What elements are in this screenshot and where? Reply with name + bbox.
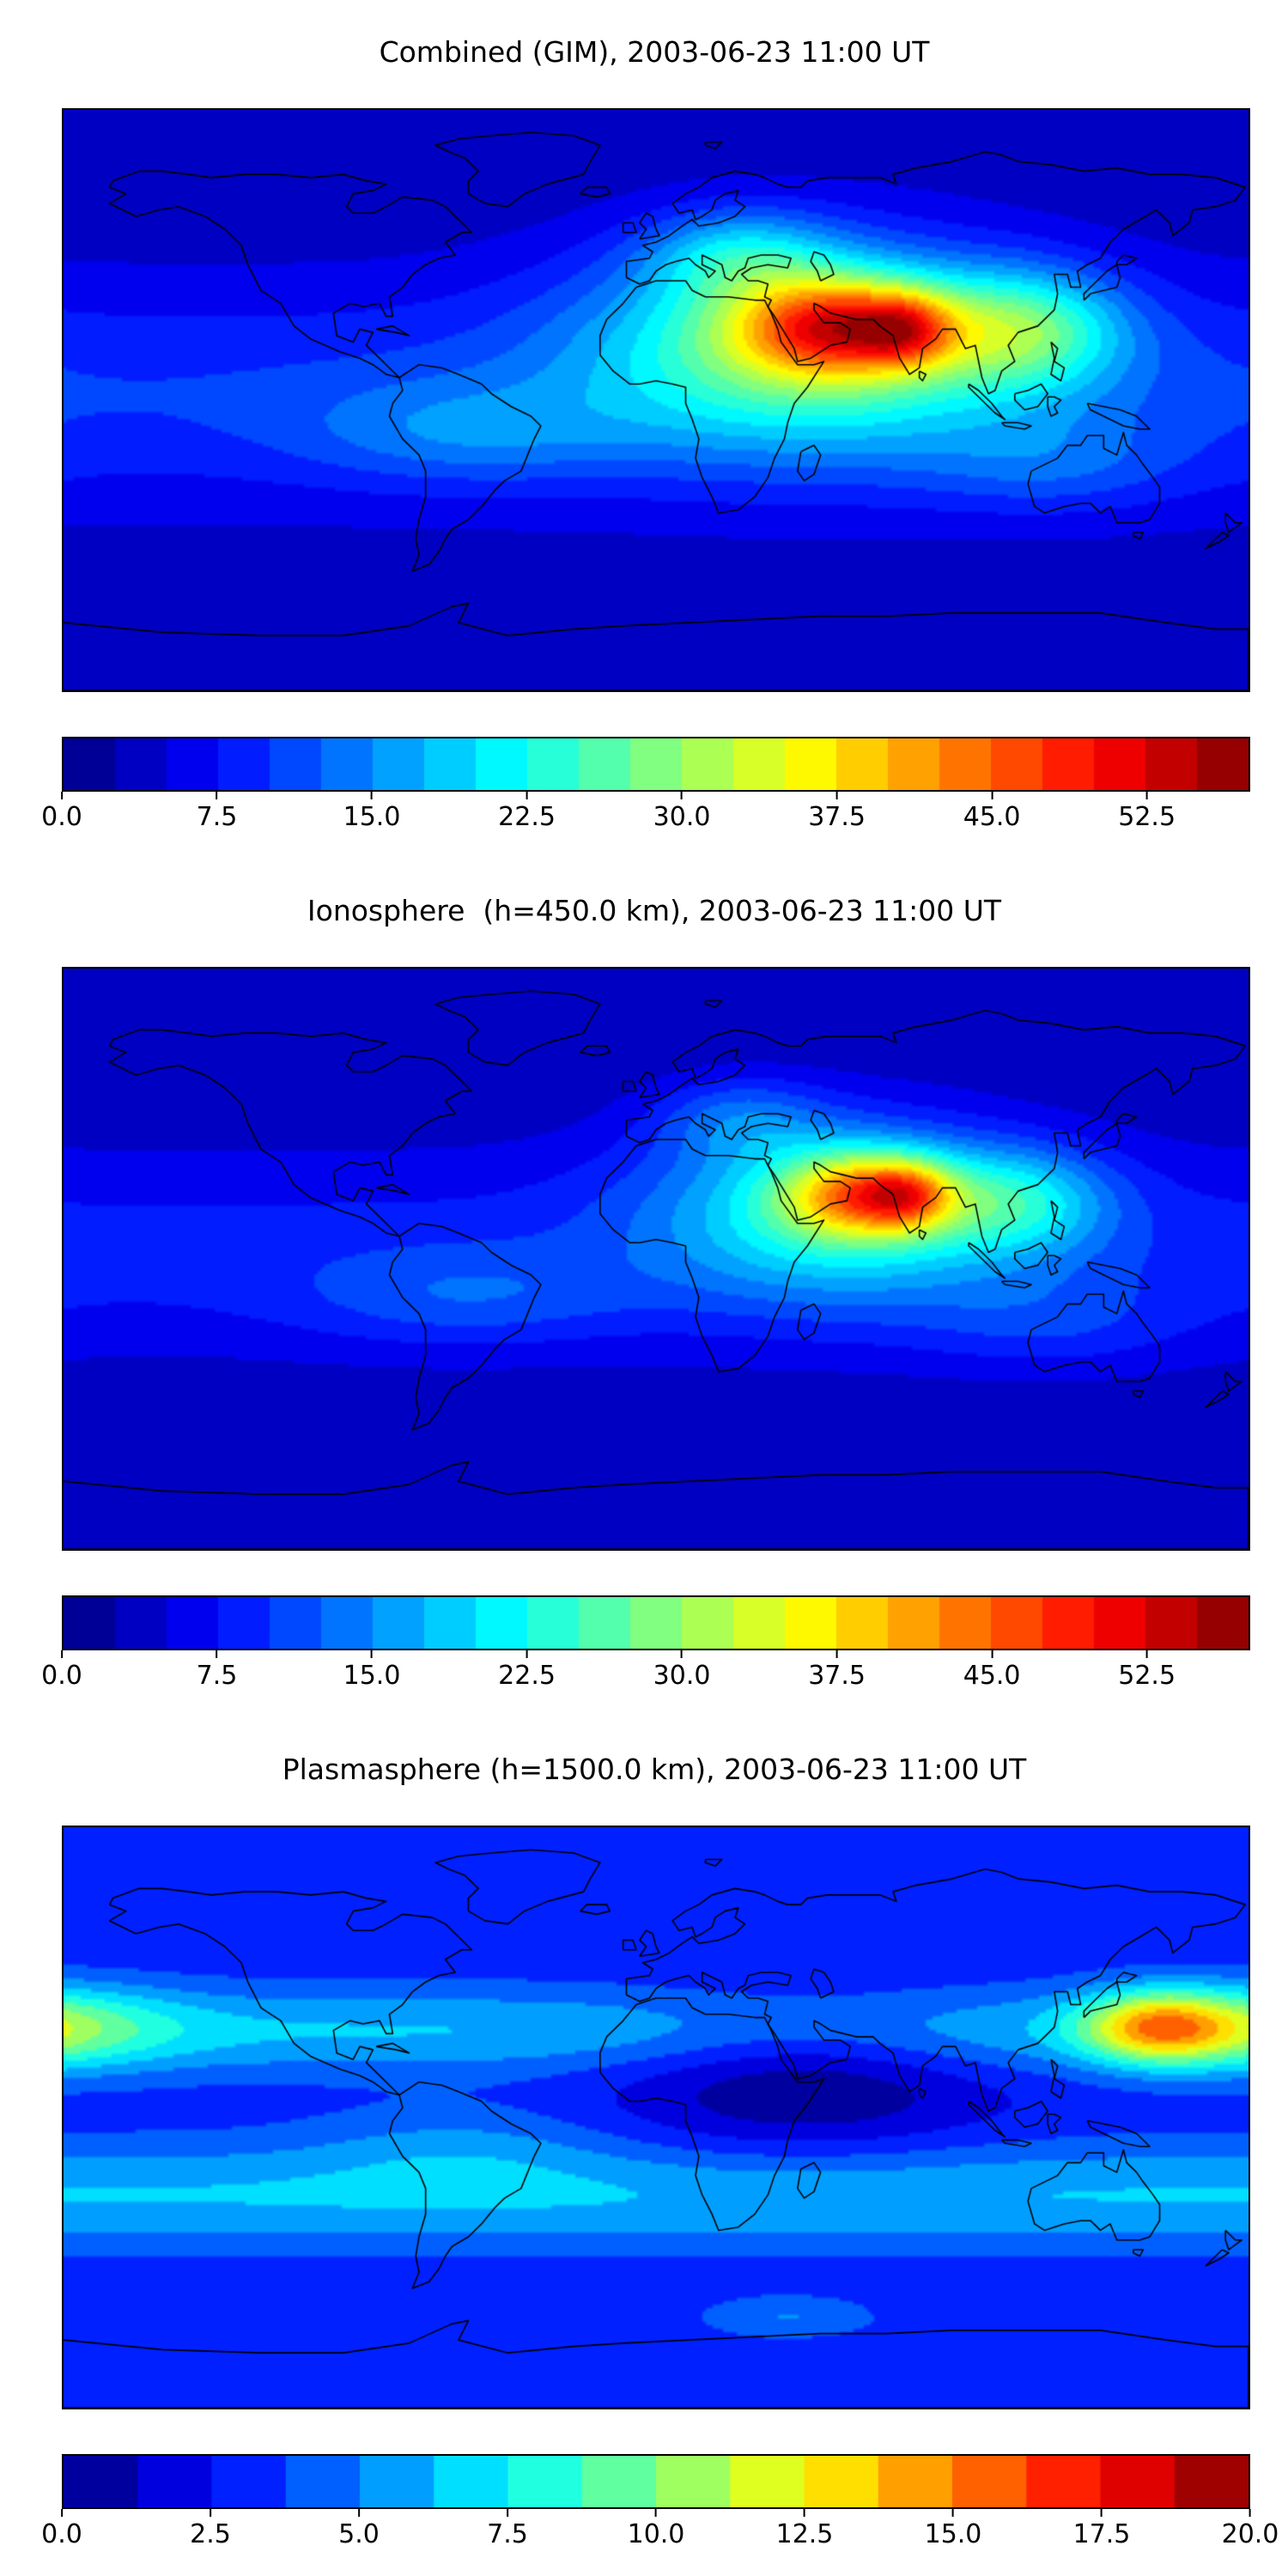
colorbar-tick-mark	[526, 792, 528, 799]
colorbar-tick: 0.0	[41, 792, 82, 832]
panel-title-ionosphere: Ionosphere (h=450.0 km), 2003-06-23 11:0…	[307, 894, 1002, 927]
coastline-canvas-combined	[64, 110, 1249, 690]
colorbar-tick-mark	[61, 2509, 63, 2517]
colorbar-tick-label: 12.5	[775, 2519, 834, 2549]
colorbar-tick-label: 15.0	[343, 802, 401, 832]
colorbar-tick: 7.5	[196, 792, 238, 832]
colorbar-tick: 15.0	[924, 2509, 982, 2549]
colorbar-tick: 52.5	[1118, 1650, 1176, 1691]
map-ionosphere	[62, 967, 1250, 1551]
colorbar-combined	[62, 737, 1250, 792]
colorbar-tick-label: 30.0	[653, 1661, 711, 1691]
colorbar-tick: 20.0	[1222, 2509, 1279, 2549]
colorbar-tick-label: 10.0	[627, 2519, 685, 2549]
colorbar-wrap-plasmasphere: 0.0 2.5 5.0 7.5 10.0 12.5 15.0 17.5 20.0	[41, 2454, 1279, 2562]
colorbar-tick: 22.5	[498, 1650, 556, 1691]
map-plasmasphere	[62, 1826, 1250, 2409]
colorbar-tick-mark	[371, 1650, 374, 1658]
colorbar-tick-mark	[835, 1650, 838, 1658]
colorbar-tick-mark	[951, 2509, 954, 2517]
colorbar-ticks-ionosphere: 0.0 7.5 15.0 22.5 30.0 37.5 45.0 52.5	[41, 1650, 1250, 1704]
panel-title-combined: Combined (GIM), 2003-06-23 11:00 UT	[379, 35, 930, 69]
colorbar-tick-label: 52.5	[1118, 802, 1176, 832]
colorbar-tick-mark	[991, 1650, 993, 1658]
colorbar-plasmasphere	[62, 2454, 1250, 2509]
colorbar-tick-mark	[1145, 792, 1148, 799]
colorbar-tick-mark	[526, 1650, 528, 1658]
panel-plasmasphere: Plasmasphere (h=1500.0 km), 2003-06-23 1…	[0, 1717, 1288, 2576]
colorbar-tick: 15.0	[343, 792, 401, 832]
colorbar-tick-mark	[216, 1650, 218, 1658]
colorbar-tick-mark	[358, 2509, 360, 2517]
panel-combined: Combined (GIM), 2003-06-23 11:00 UT 0.0 7…	[0, 0, 1288, 859]
colorbar-tick-mark	[1249, 2509, 1251, 2517]
colorbar-tick-mark	[681, 792, 683, 799]
colorbar-tick: 15.0	[343, 1650, 401, 1691]
colorbar-tick-label: 0.0	[41, 1661, 82, 1691]
colorbar-ticks-combined: 0.0 7.5 15.0 22.5 30.0 37.5 45.0 52.5	[41, 792, 1250, 845]
colorbar-tick: 5.0	[338, 2509, 380, 2549]
colorbar-tick-mark	[835, 792, 838, 799]
colorbar-tick: 12.5	[775, 2509, 834, 2549]
colorbar-tick-label: 45.0	[963, 802, 1021, 832]
colorbar-tick-label: 20.0	[1221, 2519, 1279, 2549]
colorbar-ticks-plasmasphere: 0.0 2.5 5.0 7.5 10.0 12.5 15.0 17.5 20.0	[41, 2509, 1279, 2562]
panel-title-plasmasphere: Plasmasphere (h=1500.0 km), 2003-06-23 1…	[282, 1753, 1027, 1786]
colorbar-tick-label: 0.0	[41, 802, 82, 832]
colorbar-tick-label: 37.5	[808, 1661, 866, 1691]
colorbar-tick-mark	[61, 792, 63, 799]
colorbar-tick: 2.5	[190, 2509, 231, 2549]
colorbar-tick-mark	[991, 792, 993, 799]
colorbar-tick-mark	[803, 2509, 805, 2517]
colorbar-tick-label: 17.5	[1072, 2519, 1131, 2549]
colorbar-tick-label: 52.5	[1118, 1661, 1176, 1691]
colorbar-tick-label: 7.5	[487, 2519, 528, 2549]
colorbar-tick-mark	[507, 2509, 508, 2517]
colorbar-tick-label: 7.5	[196, 802, 238, 832]
coastline-canvas-plasmasphere	[64, 1827, 1249, 2408]
colorbar-tick-mark	[1145, 1650, 1148, 1658]
colorbar-tick-label: 15.0	[924, 2519, 982, 2549]
colorbar-tick-mark	[216, 792, 218, 799]
panel-ionosphere: Ionosphere (h=450.0 km), 2003-06-23 11:0…	[0, 859, 1288, 1717]
colorbar-tick: 37.5	[808, 1650, 866, 1691]
colorbar-tick-label: 7.5	[196, 1661, 238, 1691]
colorbar-tick: 30.0	[653, 792, 711, 832]
colorbar-tick-label: 37.5	[808, 802, 866, 832]
colorbar-tick: 17.5	[1072, 2509, 1131, 2549]
colorbar-wrap-combined: 0.0 7.5 15.0 22.5 30.0 37.5 45.0 52.5	[41, 737, 1250, 845]
colorbar-tick-label: 2.5	[190, 2519, 231, 2549]
colorbar-tick: 30.0	[653, 1650, 711, 1691]
colorbar-tick-mark	[61, 1650, 63, 1658]
colorbar-tick: 22.5	[498, 792, 556, 832]
colorbar-tick-label: 22.5	[498, 1661, 556, 1691]
colorbar-tick-mark	[371, 792, 374, 799]
colorbar-tick-label: 45.0	[963, 1661, 1021, 1691]
colorbar-tick-label: 22.5	[498, 802, 556, 832]
colorbar-tick: 52.5	[1118, 792, 1176, 832]
colorbar-tick: 10.0	[627, 2509, 685, 2549]
colorbar-tick-label: 5.0	[338, 2519, 380, 2549]
map-combined	[62, 108, 1250, 692]
colorbar-tick-mark	[210, 2509, 211, 2517]
colorbar-tick-mark	[1100, 2509, 1103, 2517]
colorbar-wrap-ionosphere: 0.0 7.5 15.0 22.5 30.0 37.5 45.0 52.5	[41, 1595, 1250, 1704]
colorbar-tick: 7.5	[487, 2509, 528, 2549]
colorbar-tick: 0.0	[41, 2509, 82, 2549]
colorbar-tick: 0.0	[41, 1650, 82, 1691]
colorbar-tick-label: 0.0	[41, 2519, 82, 2549]
colorbar-tick-mark	[681, 1650, 683, 1658]
colorbar-tick: 7.5	[196, 1650, 238, 1691]
colorbar-tick: 45.0	[963, 1650, 1021, 1691]
colorbar-tick-label: 15.0	[343, 1661, 401, 1691]
colorbar-tick: 45.0	[963, 792, 1021, 832]
colorbar-tick: 37.5	[808, 792, 866, 832]
coastline-canvas-ionosphere	[64, 969, 1249, 1549]
colorbar-tick-mark	[654, 2509, 657, 2517]
colorbar-ionosphere	[62, 1595, 1250, 1650]
colorbar-tick-label: 30.0	[653, 802, 711, 832]
